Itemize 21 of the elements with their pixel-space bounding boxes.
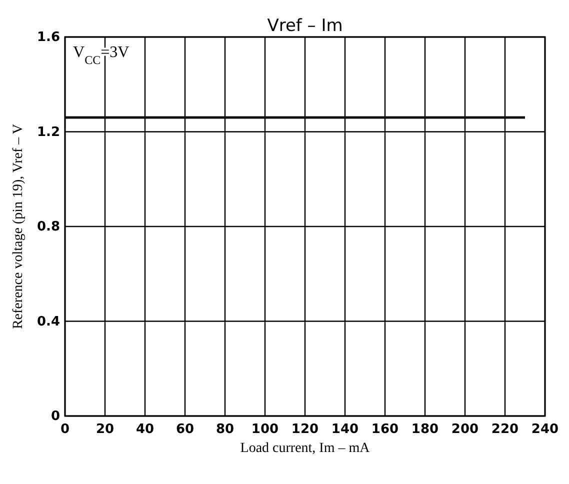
y-tick-label: 0 [50,409,60,424]
x-tick-label: 120 [291,422,319,437]
chart-title: Vref – Im [267,16,343,36]
y-tick-label: 1.2 [36,124,60,140]
x-tick-label: 200 [451,422,479,437]
x-tick-label: 0 [60,422,70,437]
x-tick-label: 100 [251,422,279,437]
x-tick-label: 40 [136,422,154,437]
y-tick-label: 0.8 [36,220,60,234]
y-axis-title: Reference voltage (pin 19), Vref – V [11,124,26,330]
x-tick-label: 220 [491,422,519,437]
x-tick-label: 160 [371,422,399,437]
x-tick-label: 240 [531,422,559,437]
x-tick-label: 140 [331,422,359,437]
x-axis-title: Load current, Im – mA [240,441,371,456]
y-tick-label: 0.4 [36,314,60,330]
x-tick-label: 60 [176,422,194,437]
y-tick-label: 1.6 [36,30,60,45]
x-tick-label: 80 [216,422,234,437]
x-tick-label: 20 [96,422,114,437]
x-tick-label: 180 [411,422,439,437]
